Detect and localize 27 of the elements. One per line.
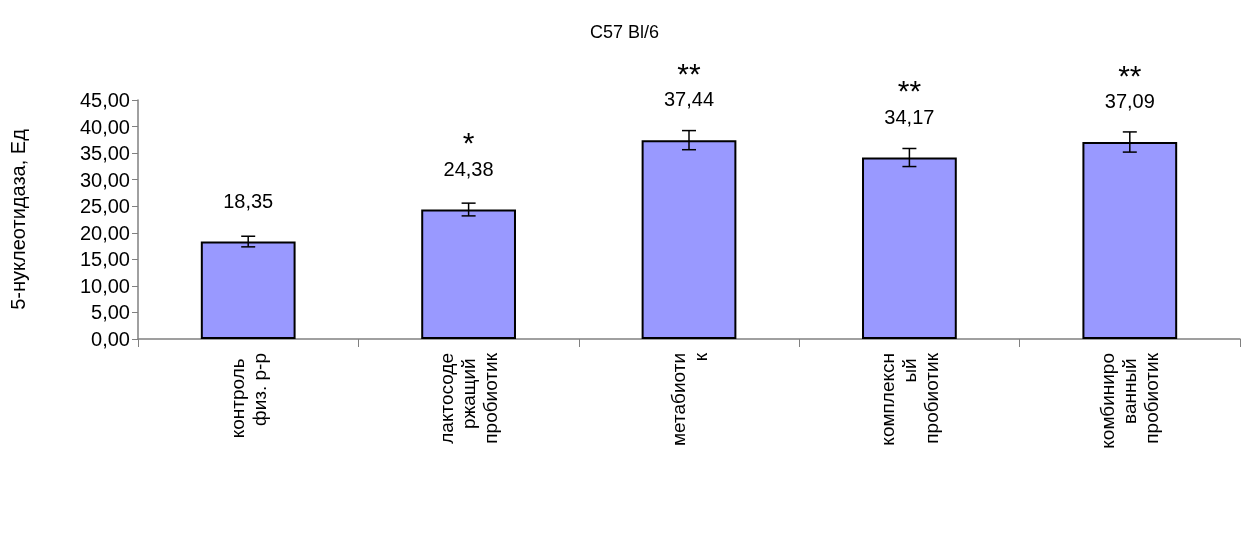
y-axis-title: 5-нуклеотидаза, Ед bbox=[7, 128, 29, 310]
x-tick-label: лактосодержащий пробиотик bbox=[436, 352, 502, 444]
bar bbox=[200, 241, 296, 339]
x-tick-label: контроль физ. р-р bbox=[226, 353, 270, 439]
chart-title: C57 Bl/6 bbox=[589, 22, 660, 42]
y-tick-label: 25,00 bbox=[79, 195, 130, 218]
y-tick-label: 0,00 bbox=[91, 328, 130, 350]
data-label: 18,35 bbox=[223, 189, 274, 212]
y-tick-label: 5,00 bbox=[91, 301, 130, 324]
data-label: 24,38 bbox=[443, 157, 494, 180]
data-label: 37,44 bbox=[663, 88, 715, 111]
y-tick-label: 30,00 bbox=[79, 168, 130, 191]
data-label: 34,17 bbox=[884, 105, 935, 128]
text: ** bbox=[677, 56, 701, 90]
annotation: * bbox=[462, 126, 475, 160]
y-tick-label: 15,00 bbox=[79, 248, 130, 271]
data-label: 37,09 bbox=[1104, 90, 1155, 113]
y-tick-label: 20,00 bbox=[79, 221, 130, 244]
x-tick-label: комбинированный пробиотик bbox=[1097, 352, 1163, 449]
x-tick-label: метабиотик bbox=[667, 352, 711, 447]
text: ** bbox=[1118, 58, 1142, 92]
annotation: ** bbox=[897, 74, 922, 108]
y-tick-label: 10,00 bbox=[79, 274, 130, 297]
y-tick-label: 35,00 bbox=[79, 142, 130, 165]
y-tick-label: 45,00 bbox=[79, 89, 130, 111]
x-tick-label: комплексный пробиотик bbox=[876, 352, 942, 446]
y-tick-label: 40,00 bbox=[79, 115, 130, 138]
